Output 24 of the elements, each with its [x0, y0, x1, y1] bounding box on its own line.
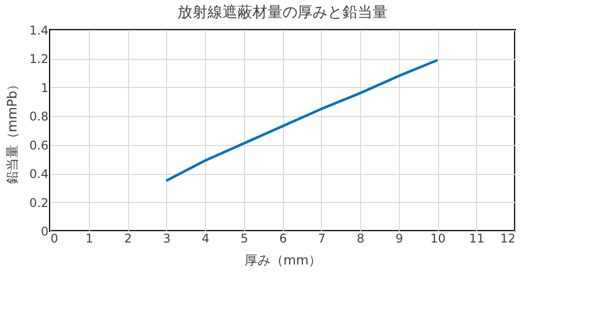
y-tick-label: 1: [40, 80, 48, 95]
x-tick-label: 2: [124, 232, 132, 246]
chart-title: 放射線遮蔽材量の厚みと鉛当量: [178, 3, 388, 21]
line-series: [165, 58, 439, 182]
x-tick-label: 0: [50, 232, 58, 246]
x-tick-label: 5: [240, 232, 248, 246]
x-tick-label: 1: [85, 232, 94, 246]
y-tick-label: 0.4: [29, 167, 48, 182]
x-tick-label: 6: [279, 232, 287, 246]
x-tick-label: 3: [162, 232, 171, 246]
x-tick-label: 8: [356, 232, 364, 246]
y-tick-label: 0.2: [29, 196, 48, 210]
y-axis-title: 鉛当量（mmPb）: [5, 78, 20, 184]
y-tick-label: 1.4: [29, 24, 48, 38]
x-tick-label: 11: [469, 232, 484, 246]
y-tick-label: 1.2: [29, 52, 48, 66]
x-axis-title: 厚み（mm）: [244, 254, 322, 268]
x-tick-label: 9: [395, 232, 404, 246]
y-tick-label: 0.6: [29, 138, 48, 152]
x-tick-label: 10: [430, 232, 446, 246]
x-tick-label: 4: [202, 232, 210, 246]
x-tick-label: 12: [500, 232, 516, 246]
y-tick-label: 0.8: [29, 110, 48, 124]
x-tick-label: 7: [318, 232, 326, 246]
